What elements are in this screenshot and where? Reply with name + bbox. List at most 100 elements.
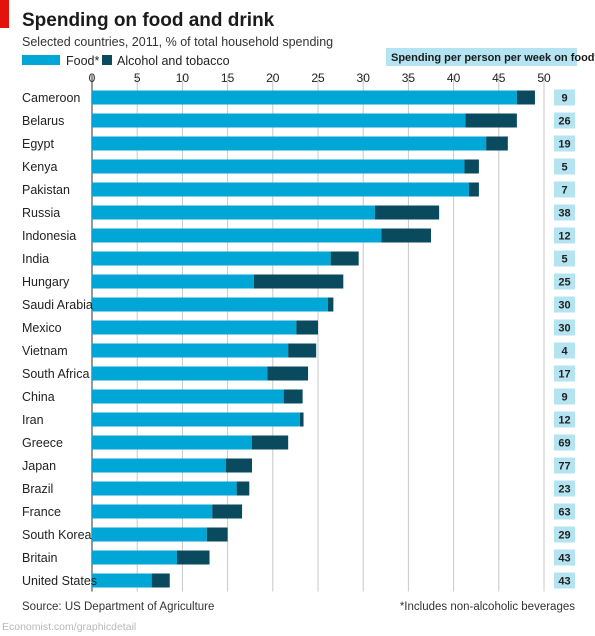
bar-greece-alcohol <box>252 435 289 450</box>
bar-kenya-alcohol <box>464 159 479 174</box>
bar-pakistan-alcohol <box>468 182 479 197</box>
bar-belarus-food <box>92 113 466 128</box>
bar-iran-food <box>92 412 300 427</box>
bar-south-korea-food <box>92 527 207 542</box>
spending-box-mexico <box>554 319 575 336</box>
x-tick-label-35: 35 <box>402 71 416 85</box>
spending-value-japan: 77 <box>558 461 570 473</box>
x-tick-label-15: 15 <box>221 71 235 85</box>
bar-pakistan-food <box>92 182 469 197</box>
spending-box-britain <box>554 549 575 566</box>
bar-greece-food <box>92 435 253 450</box>
bars <box>92 90 535 588</box>
spending-box-belarus <box>554 112 575 129</box>
spending-box-united-states <box>554 572 575 589</box>
category-label-mexico: Mexico <box>22 321 62 335</box>
spending-value-kenya: 5 <box>561 162 567 174</box>
bar-vietnam-alcohol <box>288 343 317 358</box>
bar-japan-alcohol <box>225 458 253 473</box>
spending-value-china: 9 <box>561 392 567 404</box>
spending-box-cameroon <box>554 89 575 106</box>
spending-box-japan <box>554 457 575 474</box>
bar-britain-food <box>92 550 177 565</box>
spending-box-france <box>554 503 575 520</box>
bar-south-korea-alcohol <box>206 527 228 542</box>
legend-label-alcohol: Alcohol and tobacco <box>117 54 230 68</box>
legend-swatch-alcohol <box>102 55 112 65</box>
spending-value-greece: 69 <box>558 438 570 450</box>
category-label-greece: Greece <box>22 436 63 450</box>
source-note: Source: US Department of Agriculture <box>22 601 214 613</box>
category-label-brazil: Brazil <box>22 482 53 496</box>
spending-box-hungary <box>554 273 575 290</box>
bar-indonesia-alcohol <box>381 228 431 243</box>
legend: Food* Alcohol and tobacco <box>22 54 230 68</box>
x-tick-label-25: 25 <box>311 71 325 85</box>
spending-value-russia: 38 <box>558 208 570 220</box>
category-label-britain: Britain <box>22 551 57 565</box>
category-labels: Cameroon Belarus Egypt Kenya Pakistan Russia I… <box>22 91 97 588</box>
x-tick-label-50: 50 <box>537 71 551 85</box>
spending-value-egypt: 19 <box>558 139 570 151</box>
bar-france-alcohol <box>212 504 243 519</box>
spending-value-britain: 43 <box>558 553 570 565</box>
bar-china-alcohol <box>283 389 303 404</box>
bar-united-states-alcohol <box>151 573 170 588</box>
bar-china-food <box>92 389 284 404</box>
spending-header-box <box>386 48 577 66</box>
bar-saudi-arabia-alcohol <box>327 297 334 312</box>
bar-britain-alcohol <box>176 550 210 565</box>
spending-values: 9 26 19 5 7 38 12 5 25 30 30 4 17 9 12 69 77 23 63 29 43 43 <box>554 89 575 589</box>
category-label-south-korea: South Korea <box>22 528 92 542</box>
x-tick-label-30: 30 <box>357 71 371 85</box>
credit-line: Economist.com/graphicdetail <box>2 621 136 633</box>
x-tick-label-40: 40 <box>447 71 461 85</box>
bar-egypt-food <box>92 136 487 151</box>
spending-value-indonesia: 12 <box>558 231 570 243</box>
bar-egypt-alcohol <box>486 136 508 151</box>
bar-cameroon-alcohol <box>516 90 535 105</box>
spending-value-iran: 12 <box>558 415 570 427</box>
chart-title: Spending on food and drink <box>22 10 275 31</box>
x-tick-label-5: 5 <box>134 71 141 85</box>
bar-mexico-alcohol <box>296 320 318 335</box>
bar-hungary-alcohol <box>253 274 344 289</box>
spending-box-greece <box>554 434 575 451</box>
spending-box-pakistan <box>554 181 575 198</box>
spending-value-south-africa: 17 <box>558 369 570 381</box>
bar-russia-food <box>92 205 375 220</box>
bar-india-alcohol <box>330 251 359 266</box>
category-label-egypt: Egypt <box>22 137 54 151</box>
spending-value-vietnam: 4 <box>561 346 568 358</box>
spending-box-vietnam <box>554 342 575 359</box>
category-label-united-states: United States <box>22 574 97 588</box>
legend-swatch-food <box>22 55 60 65</box>
spending-box-india <box>554 250 575 267</box>
spending-box-indonesia <box>554 227 575 244</box>
spending-box-iran <box>554 411 575 428</box>
bar-brazil-food <box>92 481 237 496</box>
spending-value-france: 63 <box>558 507 570 519</box>
bar-saudi-arabia-food <box>92 297 328 312</box>
bar-united-states-food <box>92 573 152 588</box>
x-axis-ticks: 0 5 10 15 20 25 30 35 40 45 50 <box>89 71 551 85</box>
category-label-south-africa: South Africa <box>22 367 89 381</box>
bar-south-africa-food <box>92 366 268 381</box>
spending-value-belarus: 26 <box>558 116 570 128</box>
legend-label-food: Food* <box>66 54 99 68</box>
spending-box-egypt <box>554 135 575 152</box>
category-label-russia: Russia <box>22 206 60 220</box>
bar-mexico-food <box>92 320 297 335</box>
bar-kenya-food <box>92 159 465 174</box>
bar-cameroon-food <box>92 90 517 105</box>
spending-value-south-korea: 29 <box>558 530 570 542</box>
x-tick-label-45: 45 <box>492 71 506 85</box>
bar-vietnam-food <box>92 343 289 358</box>
category-label-cameroon: Cameroon <box>22 91 80 105</box>
spending-box-china <box>554 388 575 405</box>
bar-iran-alcohol <box>299 412 304 427</box>
spending-value-cameroon: 9 <box>561 93 567 105</box>
bar-india-food <box>92 251 331 266</box>
bar-belarus-alcohol <box>465 113 517 128</box>
bar-brazil-alcohol <box>236 481 250 496</box>
